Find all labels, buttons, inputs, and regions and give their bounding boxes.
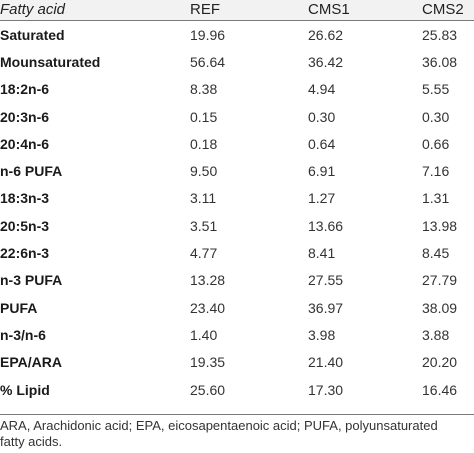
- fatty-acid-table: Fatty acid REF CMS1 CMS2 Saturated 19.96…: [0, 0, 474, 403]
- cms1-value: 26.62: [308, 26, 344, 43]
- row-label: n-3 PUFA: [0, 272, 63, 289]
- ref-value: 56.64: [190, 53, 226, 70]
- table-row: Mounsaturated 56.64 36.42 36.08: [0, 48, 474, 75]
- cms2-value: 38.09: [422, 299, 458, 316]
- ref-value: 3.51: [190, 217, 218, 234]
- ref-value: 4.77: [190, 245, 218, 262]
- table-row: n-6 PUFA 9.50 6.91 7.16: [0, 157, 474, 184]
- ref-value: 1.40: [190, 326, 218, 343]
- ref-value: 13.28: [190, 272, 226, 289]
- ref-value: 19.96: [190, 26, 226, 43]
- table-bottom-rule: [0, 414, 474, 415]
- table-row: 20:3n-6 0.15 0.30 0.30: [0, 103, 474, 130]
- table-row: Saturated 19.96 26.62 25.83: [0, 21, 474, 48]
- ref-value: 23.40: [190, 299, 226, 316]
- table-row: 18:2n-6 8.38 4.94 5.55: [0, 76, 474, 103]
- ref-value: 19.35: [190, 354, 226, 371]
- cms2-value: 16.46: [422, 381, 458, 398]
- cms2-value: 8.45: [422, 245, 450, 262]
- table-row: % Lipid 25.60 17.30 16.46: [0, 376, 474, 403]
- cms1-value: 0.64: [308, 135, 336, 152]
- cms1-value: 17.30: [308, 381, 344, 398]
- row-label: EPA/ARA: [0, 354, 62, 371]
- ref-value: 8.38: [190, 81, 218, 98]
- table-row: n-3/n-6 1.40 3.98 3.88: [0, 321, 474, 348]
- cms2-value: 0.30: [422, 108, 450, 125]
- header-fatty-acid: Fatty acid: [0, 1, 66, 18]
- table-row: 20:5n-3 3.51 13.66 13.98: [0, 212, 474, 239]
- footnote-line-1: ARA, Arachidonic acid; EPA, eicosapentae…: [0, 418, 438, 433]
- ref-value: 25.60: [190, 381, 226, 398]
- row-label: % Lipid: [0, 381, 50, 398]
- table-row: 20:4n-6 0.18 0.64 0.66: [0, 130, 474, 157]
- row-label: 22:6n-3: [0, 245, 50, 262]
- header-ref: REF: [190, 1, 220, 18]
- cms1-value: 3.98: [308, 326, 336, 343]
- cms2-value: 1.31: [422, 190, 450, 207]
- row-label: Saturated: [0, 26, 65, 43]
- header-cms1: CMS1: [308, 1, 350, 18]
- cms1-value: 1.27: [308, 190, 336, 207]
- row-label: PUFA: [0, 299, 38, 316]
- ref-value: 0.15: [190, 108, 218, 125]
- row-label: 18:3n-3: [0, 190, 50, 207]
- row-label: 18:2n-6: [0, 81, 50, 98]
- table-row: n-3 PUFA 13.28 27.55 27.79: [0, 267, 474, 294]
- row-label: 20:4n-6: [0, 135, 50, 152]
- header-cms2: CMS2: [422, 1, 464, 18]
- cms2-value: 5.55: [422, 81, 450, 98]
- ref-value: 3.11: [190, 190, 217, 207]
- table-row: 22:6n-3 4.77 8.41 8.45: [0, 239, 474, 266]
- cms2-value: 0.66: [422, 135, 450, 152]
- table-row: EPA/ARA 19.35 21.40 20.20: [0, 349, 474, 376]
- cms1-value: 8.41: [308, 245, 336, 262]
- table-header: Fatty acid REF CMS1 CMS2: [0, 0, 474, 21]
- cms2-value: 3.88: [422, 326, 450, 343]
- cms1-value: 13.66: [308, 217, 344, 234]
- cms1-value: 36.97: [308, 299, 344, 316]
- cms1-value: 4.94: [308, 81, 336, 98]
- cms1-value: 27.55: [308, 272, 344, 289]
- row-label: 20:5n-3: [0, 217, 50, 234]
- cms2-value: 7.16: [422, 163, 450, 180]
- cms1-value: 36.42: [308, 53, 344, 70]
- cms1-value: 21.40: [308, 354, 344, 371]
- ref-value: 9.50: [190, 163, 218, 180]
- footnote-line-2: fatty acids.: [0, 434, 63, 449]
- cms1-value: 0.30: [308, 108, 336, 125]
- table-row: PUFA 23.40 36.97 38.09: [0, 294, 474, 321]
- cms2-value: 25.83: [422, 26, 458, 43]
- row-label: Mounsaturated: [0, 53, 101, 70]
- table-footnote: ARA, Arachidonic acid; EPA, eicosapentae…: [0, 418, 474, 450]
- cms2-value: 36.08: [422, 53, 458, 70]
- cms2-value: 13.98: [422, 217, 458, 234]
- table-row: 18:3n-3 3.11 1.27 1.31: [0, 185, 474, 212]
- ref-value: 0.18: [190, 135, 218, 152]
- row-label: n-6 PUFA: [0, 163, 63, 180]
- cms1-value: 6.91: [308, 163, 336, 180]
- row-label: 20:3n-6: [0, 108, 50, 125]
- row-label: n-3/n-6: [0, 326, 46, 343]
- cms2-value: 27.79: [422, 272, 458, 289]
- cms2-value: 20.20: [422, 354, 458, 371]
